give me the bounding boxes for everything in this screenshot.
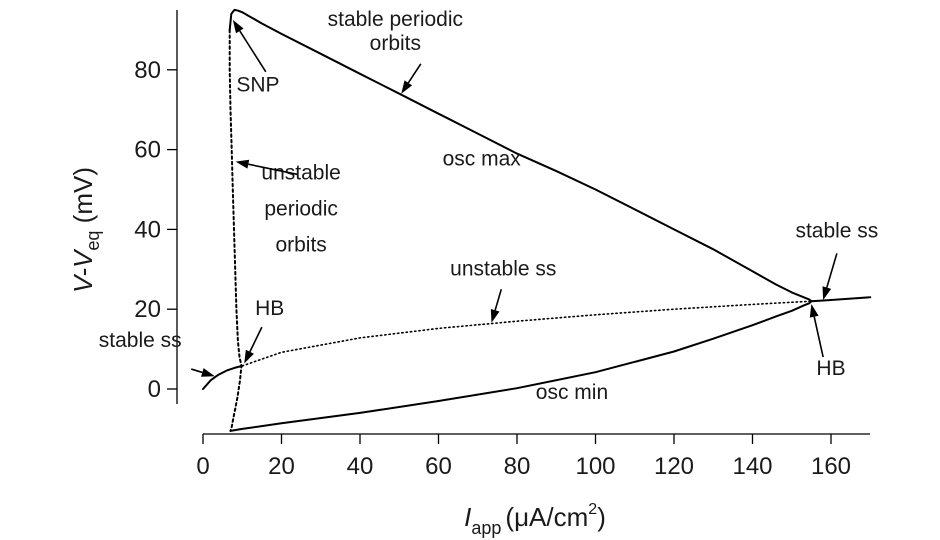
annotation-arrow-line (407, 63, 422, 84)
y-axis-label-sub: eq (83, 231, 103, 251)
annotation-label: orbits (275, 233, 326, 256)
x-tick-label: 140 (732, 453, 772, 480)
y-tick-label: 60 (134, 137, 161, 164)
annotation-label: unstable (261, 162, 340, 185)
annotation-arrow-line (494, 289, 503, 311)
y-tick-label: 0 (148, 376, 161, 403)
annotation-arrow-line (826, 253, 838, 288)
annotation-arrow-head (401, 80, 413, 94)
annotation-arrow-line (190, 368, 203, 374)
annotation-arrow-line (249, 326, 263, 353)
series-line-dotted (241, 300, 813, 367)
annotation-label: HB (255, 297, 284, 320)
annotation-label: stable periodic (328, 8, 463, 31)
annotation-label: osc max (443, 148, 522, 171)
y-axis-label-prefix: V-V (68, 248, 98, 293)
y-tick-label: 40 (134, 216, 161, 243)
axes: 0 20 40 60 80 100 120 140 160 0 20 40 60 80 (134, 10, 870, 480)
x-tick-label: 40 (347, 453, 374, 480)
x-ticks: 0 20 40 60 80 100 120 140 160 (196, 434, 851, 480)
x-axis-label-sup: 2 (588, 501, 597, 518)
x-tick-label: 100 (575, 453, 615, 480)
series-line-dashed (228, 28, 243, 432)
annotation-arrow-head (235, 159, 250, 169)
annotation-arrow-head (201, 368, 215, 377)
annotation-arrow-head (822, 286, 832, 301)
x-tick-label: 80 (504, 453, 531, 480)
annotation-arrow-head (809, 304, 819, 318)
series-line-solid (229, 300, 813, 432)
annotation-arrow-line (248, 163, 298, 176)
annotation-label: stable ss (99, 329, 182, 352)
annotation-arrow-head (490, 309, 500, 323)
x-axis-label-sub: app (471, 518, 501, 538)
annotation-label: osc min (536, 381, 608, 404)
x-axis-label-close: ) (597, 502, 606, 532)
y-tick-label: 20 (134, 296, 161, 323)
annotation-label: SNP (236, 74, 279, 97)
x-tick-label: 0 (196, 453, 209, 480)
x-axis-label-units: (μA/cm (505, 502, 588, 532)
x-tick-label: 160 (811, 453, 851, 480)
annotation-arrow-line (813, 316, 824, 358)
series-line-solid (228, 8, 813, 303)
y-ticks: 0 20 40 60 80 (134, 57, 177, 403)
curves (202, 8, 872, 432)
series-line-solid (810, 296, 872, 303)
x-axis-label-main: I (464, 502, 471, 532)
series-line-solid (202, 364, 244, 390)
annotation-label: periodic (264, 197, 338, 220)
annotation-label: stable ss (795, 219, 878, 242)
annotation-arrow-head (232, 19, 244, 34)
x-tick-label: 60 (425, 453, 452, 480)
x-tick-label: 20 (268, 453, 295, 480)
x-axis-label: Iapp (μA/cm2) (464, 501, 606, 538)
annotation-label: HB (816, 357, 845, 380)
y-tick-label: 80 (134, 57, 161, 84)
y-axis-label: V-Veq (mV) (68, 167, 103, 293)
y-axis-label-units: (mV) (68, 167, 98, 231)
annotation-arrow-line (239, 30, 267, 73)
annotation-label: orbits (370, 32, 421, 55)
annotation-label: unstable ss (450, 257, 556, 280)
x-tick-label: 120 (654, 453, 694, 480)
annotation-arrow-head (244, 349, 254, 364)
